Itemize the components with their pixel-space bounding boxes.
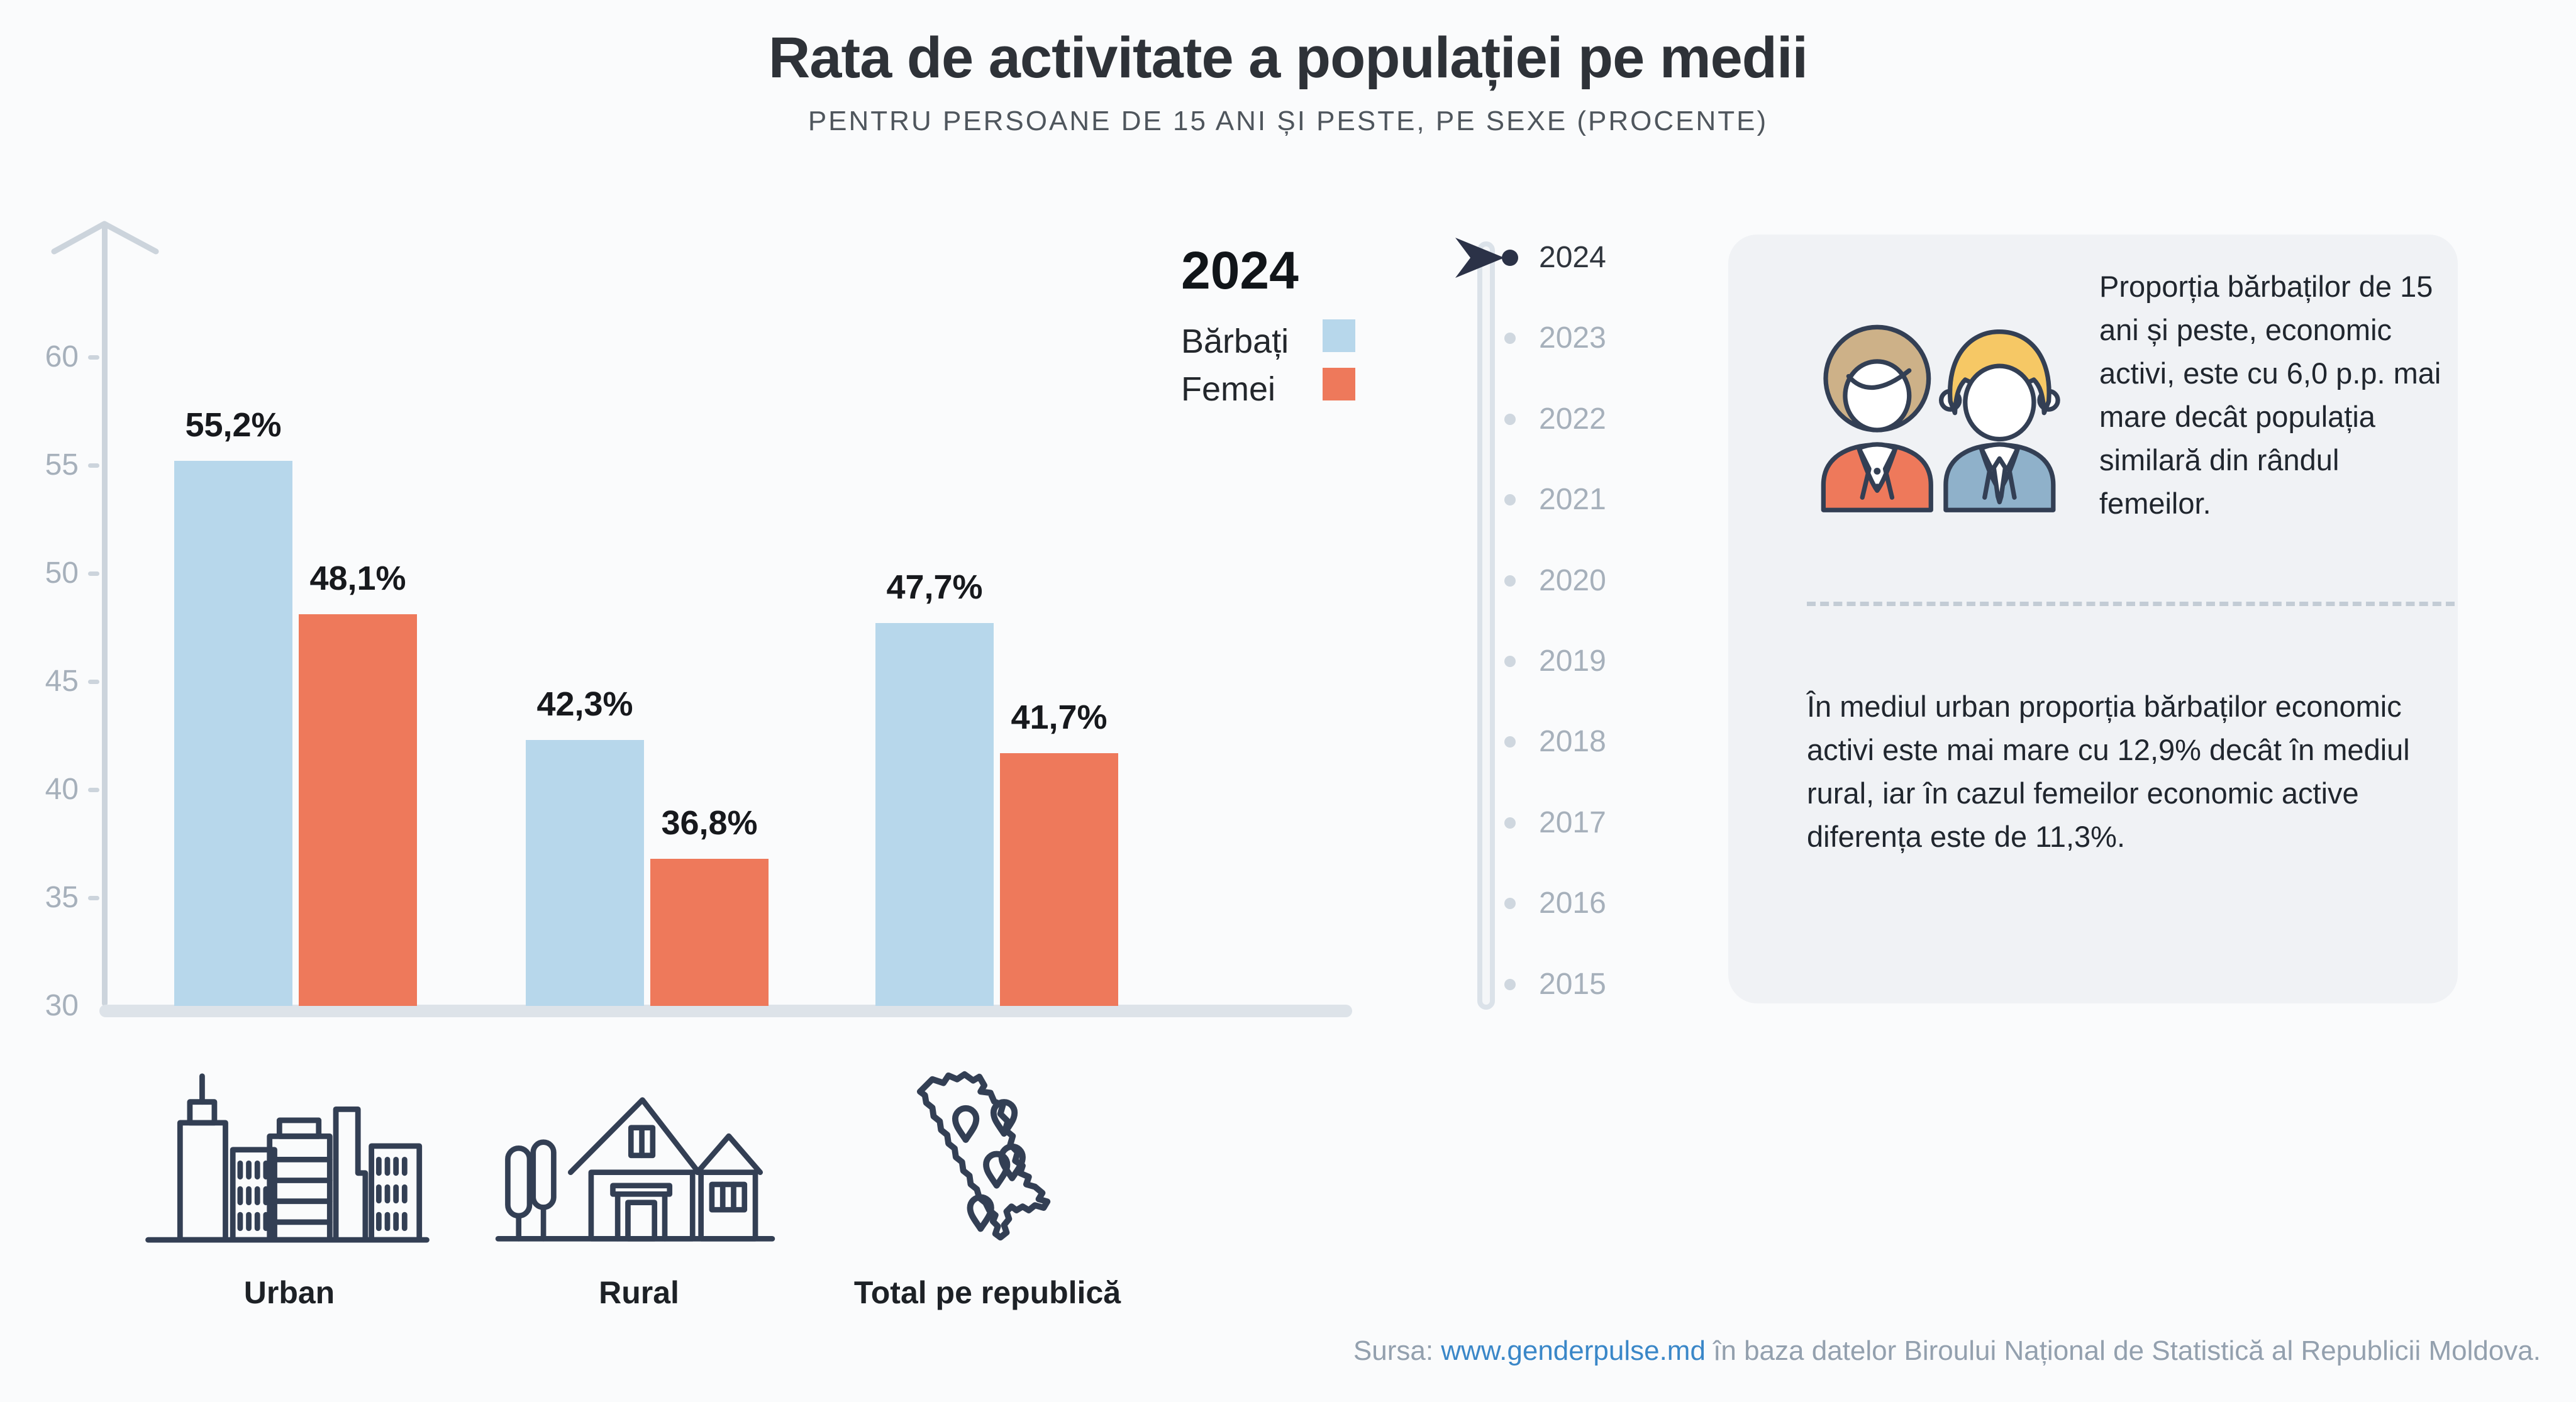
y-tick-mark: [88, 355, 99, 360]
bar-femei-urban: [299, 614, 417, 1006]
timeline-year-2018[interactable]: 2018: [1539, 725, 1606, 758]
category-label-total: Total pe republică: [853, 1275, 1121, 1310]
y-tick-label-30: 30: [45, 989, 79, 1022]
y-tick-mark: [88, 896, 99, 900]
legend-label-men: Bărbați: [1181, 323, 1289, 360]
y-tick-label-55: 55: [45, 448, 79, 482]
timeline-track: [1477, 241, 1495, 1010]
source-footer: Sursa: www.genderpulse.md în baza datelo…: [1353, 1335, 2541, 1367]
timeline-dot-2018[interactable]: [1504, 736, 1516, 748]
moldova-map-pins-icon: [916, 1071, 1051, 1241]
timeline-year-2015[interactable]: 2015: [1539, 968, 1606, 1001]
bar-value-label: 47,7%: [886, 568, 983, 606]
legend-year: 2024: [1181, 241, 1299, 300]
active-year-arrow-icon: [1455, 238, 1504, 278]
bar-femei-rural: [650, 859, 769, 1006]
y-tick-label-60: 60: [45, 340, 79, 373]
dashed-divider: [1807, 602, 2455, 606]
bar-value-label: 48,1%: [309, 560, 406, 597]
bar-value-label: 36,8%: [661, 804, 758, 842]
page-subtitle: PENTRU PERSOANE DE 15 ANI ȘI PESTE, PE S…: [808, 106, 1768, 136]
timeline-year-2021[interactable]: 2021: [1539, 483, 1606, 516]
category-label-urban: Urban: [243, 1275, 335, 1310]
insight-text-2: În mediul urban proporția bărbaților eco…: [1807, 690, 2410, 853]
page-title: Rata de activitate a populației pe medii: [768, 26, 1808, 90]
timeline-year-2020[interactable]: 2020: [1539, 564, 1606, 597]
legend-swatch-men: [1323, 319, 1355, 352]
timeline-dot-2023[interactable]: [1504, 333, 1516, 344]
timeline-dot-2015[interactable]: [1504, 979, 1516, 990]
timeline-year-2019[interactable]: 2019: [1539, 644, 1606, 678]
y-tick-mark: [88, 788, 99, 792]
bar-bărbați-urban: [174, 461, 292, 1006]
y-tick-label-40: 40: [45, 773, 79, 806]
legend-label-women: Femei: [1181, 370, 1276, 408]
y-tick-mark: [88, 680, 99, 684]
y-axis-line: [102, 225, 108, 1006]
city-buildings-icon: [145, 1073, 430, 1243]
timeline-year-2023[interactable]: 2023: [1539, 321, 1606, 355]
bar-femei-total-pe-republică: [1000, 753, 1118, 1006]
y-tick-label-50: 50: [45, 556, 79, 590]
timeline-year-2017[interactable]: 2017: [1539, 806, 1606, 839]
bar-value-label: 42,3%: [536, 685, 633, 723]
x-axis-line: [99, 1005, 1352, 1017]
legend-swatch-women: [1323, 368, 1355, 400]
timeline-dot-2024[interactable]: [1502, 250, 1518, 266]
bar-bărbați-total-pe-republică: [875, 623, 994, 1006]
timeline-year-2022[interactable]: 2022: [1539, 402, 1606, 436]
y-tick-mark: [88, 463, 99, 468]
timeline-dot-2020[interactable]: [1504, 575, 1516, 587]
timeline-dot-2019[interactable]: [1504, 656, 1516, 667]
timeline-dot-2017[interactable]: [1504, 817, 1516, 829]
timeline-dot-2016[interactable]: [1504, 898, 1516, 909]
man-woman-avatars-icon: [1821, 324, 2060, 512]
bar-bărbați-rural: [526, 740, 644, 1006]
timeline-dot-2022[interactable]: [1504, 414, 1516, 425]
source-suffix: în baza datelor Biroului Național de Sta…: [1705, 1335, 2541, 1366]
rural-house-icon: [495, 1097, 775, 1242]
timeline-year-2016[interactable]: 2016: [1539, 886, 1606, 920]
bar-value-label: 55,2%: [185, 406, 282, 444]
category-label-rural: Rural: [599, 1275, 679, 1310]
source-prefix: Sursa:: [1353, 1335, 1441, 1366]
timeline-dot-2021[interactable]: [1504, 494, 1516, 505]
bar-value-label: 41,7%: [1011, 698, 1108, 736]
y-axis-arrow-icon: [51, 221, 159, 255]
y-tick-mark: [88, 571, 99, 576]
insight-panel: Proporția bărbaților de 15 ani și peste,…: [1728, 235, 2458, 1003]
source-link[interactable]: www.genderpulse.md: [1441, 1335, 1706, 1366]
insight-text-1: Proporția bărbaților de 15 ani și peste,…: [2099, 270, 2441, 520]
y-tick-label-35: 35: [45, 881, 79, 914]
y-tick-label-45: 45: [45, 665, 79, 698]
timeline-year-2024[interactable]: 2024: [1539, 241, 1606, 274]
